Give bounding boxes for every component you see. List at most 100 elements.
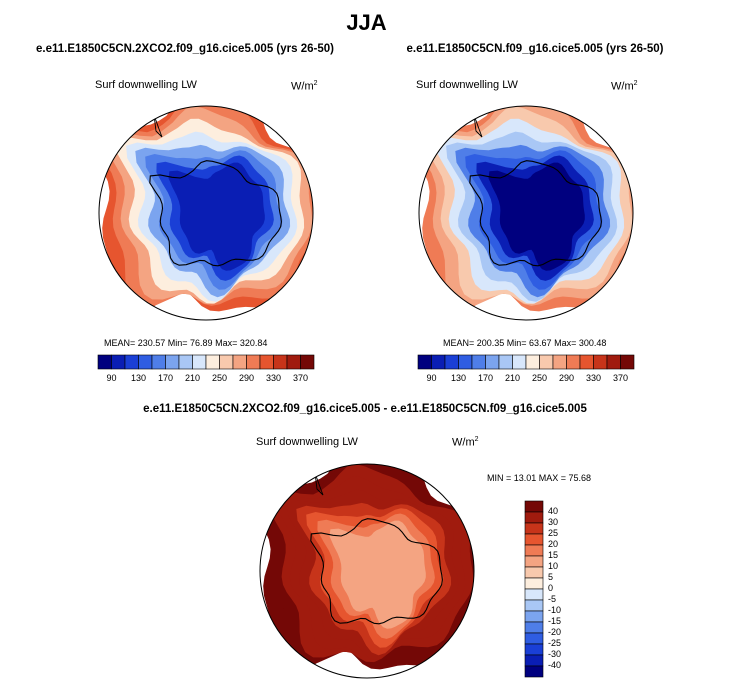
colorbar-swatch xyxy=(417,354,432,370)
colorbar-tick-label: 170 xyxy=(157,373,174,383)
coastline-south-america xyxy=(153,114,163,138)
colorbar-swatch xyxy=(524,511,544,524)
panel-3-title: e.e11.E1850C5CN.2XCO2.f09_g16.cice5.005 … xyxy=(143,403,587,415)
panel-1-variable-label: Surf downwelling LW xyxy=(95,79,197,91)
colorbar-tick-label: 130 xyxy=(130,373,147,383)
colorbar-swatch xyxy=(566,354,581,370)
colorbar-swatch xyxy=(524,654,544,667)
panel-1-polar-map xyxy=(98,105,314,321)
colorbar-swatch xyxy=(444,354,459,370)
panel-3-colorbar xyxy=(524,500,544,678)
panel-3-variable-label: Surf downwelling LW xyxy=(256,436,358,448)
colorbar-swatch xyxy=(111,354,126,370)
colorbar-swatch xyxy=(273,354,288,370)
colorbar-tick-label: -20 xyxy=(548,627,562,637)
colorbar-swatch xyxy=(205,354,220,370)
colorbar-swatch xyxy=(606,354,621,370)
colorbar-tick-label: -40 xyxy=(548,660,562,670)
colorbar-swatch xyxy=(246,354,261,370)
colorbar-swatch xyxy=(524,588,544,601)
colorbar-swatch xyxy=(524,643,544,656)
colorbar-swatch xyxy=(524,555,544,568)
colorbar-swatch xyxy=(485,354,500,370)
colorbar-tick-label: 210 xyxy=(184,373,201,383)
colorbar-swatch xyxy=(579,354,594,370)
panel-2-units: W/m2 xyxy=(611,80,638,93)
colorbar-swatch xyxy=(539,354,554,370)
contour-band xyxy=(168,162,265,271)
colorbar-tick-label: 250 xyxy=(211,373,228,383)
colorbar-tick-label: -30 xyxy=(548,649,562,659)
colorbar-swatch xyxy=(431,354,446,370)
panel-3-stats: MIN = 13.01 MAX = 75.68 xyxy=(487,473,592,483)
panel-2-polar-map xyxy=(418,105,634,321)
colorbar-tick-label: 20 xyxy=(548,539,559,549)
colorbar-swatch xyxy=(259,354,274,370)
colorbar-swatch xyxy=(192,354,207,370)
colorbar-tick-label: 10 xyxy=(548,561,559,571)
colorbar-tick-label: 90 xyxy=(106,373,117,383)
colorbar-tick-label: 30 xyxy=(548,517,559,527)
panel-1-stats: MEAN= 230.57 Min= 76.89 Max= 320.84 xyxy=(104,338,268,348)
panel-2-stats: MEAN= 200.35 Min= 63.67 Max= 300.48 xyxy=(443,338,607,348)
colorbar-swatch xyxy=(524,577,544,590)
contour-band xyxy=(488,162,585,271)
colorbar-swatch xyxy=(593,354,608,370)
colorbar-tick-label: 290 xyxy=(238,373,255,383)
coastline-outline xyxy=(310,518,443,625)
colorbar-swatch xyxy=(232,354,247,370)
map-boundary xyxy=(418,105,634,321)
colorbar-swatch xyxy=(524,610,544,623)
colorbar-swatch xyxy=(97,354,112,370)
colorbar-tick-label: 290 xyxy=(558,373,575,383)
map-boundary xyxy=(259,463,475,679)
colorbar-swatch xyxy=(286,354,301,370)
colorbar-tick-label: 250 xyxy=(531,373,548,383)
coastline-outline xyxy=(149,160,282,267)
colorbar-swatch xyxy=(165,354,180,370)
panel-3-polar-map xyxy=(259,463,475,679)
colorbar-tick-label: 15 xyxy=(548,550,559,560)
panel-1-colorbar-ticks: 90 130 170 210 250 290 330 370 xyxy=(98,373,314,385)
colorbar-tick-label: 5 xyxy=(548,572,554,582)
panel-2-variable-label: Surf downwelling LW xyxy=(416,79,518,91)
colorbar-tick-label: -25 xyxy=(548,638,562,648)
colorbar-tick-label: 330 xyxy=(585,373,602,383)
colorbar-swatch xyxy=(524,599,544,612)
colorbar-tick-label: 330 xyxy=(265,373,282,383)
panel-1-units: W/m2 xyxy=(291,80,318,93)
colorbar-tick-label: 370 xyxy=(292,373,309,383)
colorbar-swatch xyxy=(219,354,234,370)
colorbar-swatch xyxy=(620,354,635,370)
main-title: JJA xyxy=(346,10,387,35)
colorbar-swatch xyxy=(138,354,153,370)
colorbar-swatch xyxy=(124,354,139,370)
colorbar-swatch xyxy=(512,354,527,370)
colorbar-swatch xyxy=(524,500,544,513)
colorbar-swatch xyxy=(524,522,544,535)
colorbar-swatch xyxy=(524,632,544,645)
colorbar-tick-label: 130 xyxy=(450,373,467,383)
colorbar-swatch xyxy=(178,354,193,370)
colorbar-tick-label: 90 xyxy=(426,373,437,383)
colorbar-swatch xyxy=(552,354,567,370)
colorbar-tick-label: -10 xyxy=(548,605,562,615)
colorbar-swatch xyxy=(524,566,544,579)
panel-2-colorbar xyxy=(417,354,635,370)
colorbar-tick-label: 170 xyxy=(477,373,494,383)
panel-1-title: e.e11.E1850C5CN.2XCO2.f09_g16.cice5.005 … xyxy=(36,43,334,55)
colorbar-swatch xyxy=(458,354,473,370)
colorbar-tick-label: -5 xyxy=(548,594,557,604)
colorbar-tick-label: -15 xyxy=(548,616,562,626)
contour-band xyxy=(329,520,426,629)
colorbar-tick-label: 370 xyxy=(612,373,629,383)
colorbar-swatch xyxy=(498,354,513,370)
colorbar-tick-label: 40 xyxy=(548,506,559,516)
colorbar-tick-label: 210 xyxy=(504,373,521,383)
panel-1-colorbar xyxy=(97,354,315,370)
coastline-south-america xyxy=(314,472,324,496)
colorbar-tick-label: 0 xyxy=(548,583,554,593)
colorbar-swatch xyxy=(524,621,544,634)
panel-3-colorbar-ticks: 40 30 25 20 15 10 5 0 -5 -10 -15 -20 -25 -30 -40 xyxy=(548,501,578,677)
map-boundary xyxy=(98,105,314,321)
